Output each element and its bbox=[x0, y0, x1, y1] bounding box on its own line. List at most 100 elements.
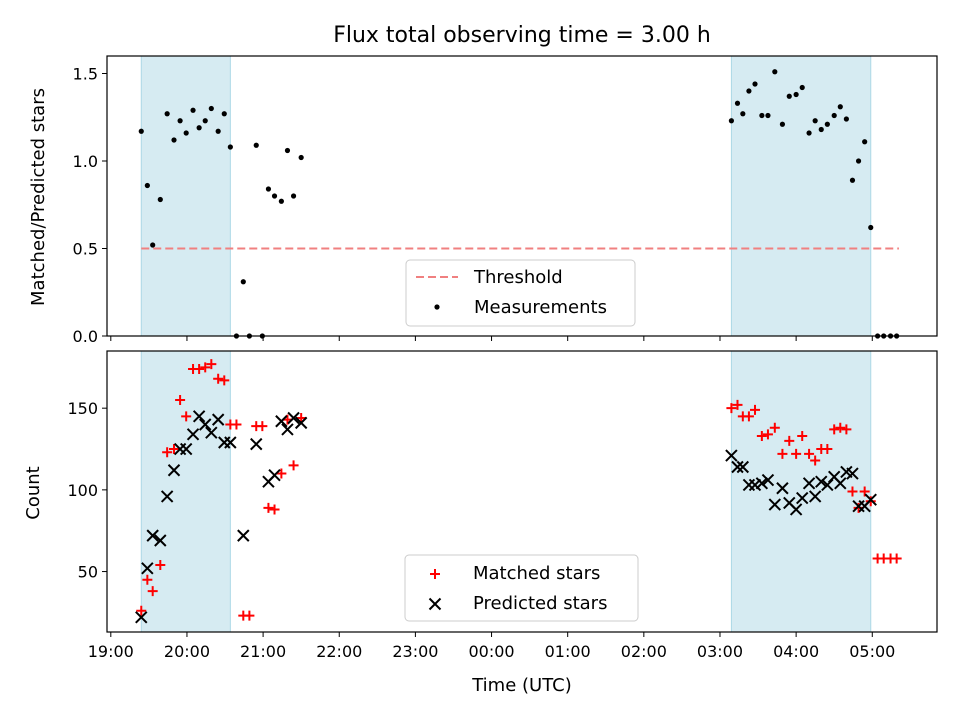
matched-star-point bbox=[762, 429, 773, 440]
top-shaded-interval-1 bbox=[730, 55, 872, 337]
top-y-tick-label: 1.5 bbox=[73, 65, 98, 84]
top-axes-frame bbox=[106, 55, 938, 337]
predicted-star-point bbox=[725, 449, 738, 462]
predicted-star-point bbox=[808, 490, 822, 503]
measurement-point bbox=[196, 125, 202, 131]
bottom-series-matched-stars bbox=[136, 359, 902, 621]
matched-star-point bbox=[269, 504, 280, 515]
bottom-y-tick-label: 50 bbox=[78, 563, 98, 582]
measurement-point bbox=[227, 144, 233, 150]
matched-star-point bbox=[847, 486, 858, 497]
measurement-point bbox=[831, 112, 837, 119]
predicted-star-point bbox=[141, 562, 154, 575]
matched-star-point bbox=[142, 574, 153, 585]
predicted-star-point bbox=[186, 428, 200, 441]
measurement-point bbox=[855, 158, 862, 164]
predicted-star-point bbox=[160, 490, 174, 503]
legend-threshold-label: Threshold bbox=[473, 267, 563, 288]
measurement-point bbox=[240, 279, 246, 285]
measurement-point bbox=[849, 177, 856, 183]
measurement-point bbox=[786, 93, 792, 99]
legend-matched-label: Matched stars bbox=[473, 563, 600, 584]
matched-star-point bbox=[810, 455, 821, 466]
predicted-star-point bbox=[731, 460, 744, 474]
measurement-point bbox=[812, 118, 818, 124]
matched-star-point bbox=[231, 419, 242, 430]
matched-star-point bbox=[891, 553, 902, 564]
predicted-star-point bbox=[846, 467, 859, 480]
predicted-star-point bbox=[736, 460, 750, 474]
predicted-star-point bbox=[294, 416, 308, 430]
matched-star-point bbox=[822, 444, 833, 455]
measurement-point bbox=[290, 193, 297, 199]
measurement-point bbox=[138, 128, 144, 134]
measurement-point bbox=[144, 182, 150, 189]
measurement-point bbox=[746, 88, 752, 94]
measurement-point bbox=[779, 121, 786, 127]
matched-star-point bbox=[791, 448, 802, 459]
measurement-point bbox=[190, 107, 196, 113]
measurement-point bbox=[740, 111, 746, 117]
matched-star-point bbox=[169, 444, 180, 455]
matched-star-point bbox=[206, 359, 217, 370]
predicted-star-point bbox=[167, 464, 181, 477]
matched-star-point bbox=[263, 502, 274, 513]
predicted-star-point bbox=[146, 529, 159, 542]
matched-star-point bbox=[841, 424, 852, 435]
bottom-y-axis-label: Count bbox=[23, 466, 44, 519]
top-y-tick-label: 1.0 bbox=[73, 152, 98, 171]
matched-star-point bbox=[750, 404, 761, 415]
bottom-legend-box bbox=[404, 554, 639, 622]
x-tick-label: 02:00 bbox=[621, 642, 667, 661]
top-panel: 0.0 0.5 1.0 1.5 Threshold Measurements bbox=[73, 55, 938, 346]
measurement-point bbox=[818, 126, 824, 133]
predicted-star-point bbox=[761, 473, 775, 487]
chart-title: Flux total observing time = 3.00 h bbox=[333, 23, 711, 48]
measurement-point bbox=[265, 186, 272, 192]
legend-matched-swatch bbox=[430, 569, 440, 579]
measurement-point bbox=[278, 198, 284, 204]
measurement-point bbox=[183, 130, 189, 136]
top-y-tick-label: 0.5 bbox=[73, 240, 98, 259]
matched-star-point bbox=[756, 430, 767, 441]
predicted-star-point bbox=[135, 611, 148, 624]
measurement-point bbox=[824, 121, 830, 127]
top-y-tick-label: 0.0 bbox=[73, 327, 98, 346]
bottom-y-tick-label: 150 bbox=[67, 399, 98, 418]
bottom-panel: 50 100 150 19:00 20:00 21:00 22:00 23:00 00:00 01… bbox=[67, 350, 938, 661]
measurement-point bbox=[171, 137, 177, 143]
x-tick-label: 23:00 bbox=[392, 642, 438, 661]
measurement-point bbox=[202, 118, 208, 124]
measurement-point bbox=[208, 105, 214, 112]
x-tick-label: 03:00 bbox=[697, 642, 743, 661]
predicted-star-point bbox=[275, 415, 288, 428]
x-tick-label: 21:00 bbox=[240, 642, 286, 661]
matched-star-point bbox=[797, 430, 808, 441]
matched-star-point bbox=[288, 460, 299, 471]
measurement-point bbox=[215, 128, 221, 134]
x-tick-label: 05:00 bbox=[849, 642, 895, 661]
top-legend: Threshold Measurements bbox=[405, 259, 636, 327]
measurement-point bbox=[806, 130, 812, 136]
predicted-star-point bbox=[834, 477, 847, 490]
measurement-point bbox=[759, 112, 765, 119]
measurement-point bbox=[728, 118, 735, 124]
measurement-point bbox=[799, 84, 805, 91]
matched-star-point bbox=[276, 468, 287, 479]
legend-measurements-swatch bbox=[434, 304, 440, 310]
predicted-star-point bbox=[768, 498, 782, 511]
measurement-point bbox=[221, 111, 227, 117]
matched-star-point bbox=[829, 424, 840, 435]
matched-star-point bbox=[200, 362, 211, 373]
top-y-axis-label: Matched/Predicted stars bbox=[28, 88, 49, 306]
predicted-star-point bbox=[281, 423, 294, 436]
predicted-star-point bbox=[776, 482, 789, 495]
matched-star-point bbox=[769, 422, 780, 433]
matched-star-point bbox=[147, 586, 158, 597]
measurement-point bbox=[734, 100, 741, 106]
measurement-point bbox=[793, 91, 799, 98]
predicted-star-point bbox=[864, 493, 877, 506]
predicted-star-point bbox=[237, 529, 250, 542]
bottom-shaded-interval-0 bbox=[140, 350, 231, 633]
x-tick-label: 19:00 bbox=[88, 642, 134, 661]
